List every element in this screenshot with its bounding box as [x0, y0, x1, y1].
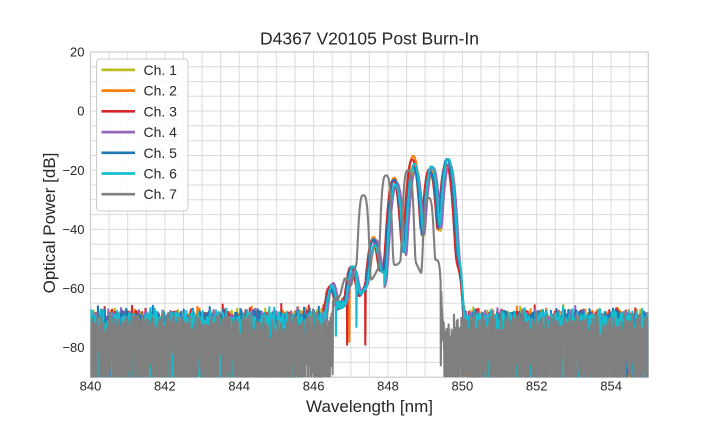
svg-text:854: 854 — [600, 379, 622, 394]
svg-text:−40: −40 — [62, 222, 84, 237]
svg-text:844: 844 — [228, 379, 250, 394]
svg-text:Ch. 7: Ch. 7 — [144, 186, 178, 202]
svg-text:20: 20 — [70, 45, 84, 60]
svg-text:−60: −60 — [62, 281, 84, 296]
svg-text:850: 850 — [452, 379, 474, 394]
svg-text:Ch. 6: Ch. 6 — [144, 166, 178, 182]
svg-text:Ch. 1: Ch. 1 — [144, 62, 178, 78]
svg-text:D4367 V20105 Post Burn-In: D4367 V20105 Post Burn-In — [260, 29, 479, 49]
svg-text:Ch. 5: Ch. 5 — [144, 145, 178, 161]
svg-text:0: 0 — [77, 104, 84, 119]
svg-text:−20: −20 — [62, 163, 84, 178]
svg-text:846: 846 — [303, 379, 325, 394]
svg-text:Wavelength [nm]: Wavelength [nm] — [306, 397, 433, 416]
svg-text:−80: −80 — [62, 340, 84, 355]
svg-text:Ch. 2: Ch. 2 — [144, 83, 178, 99]
svg-text:Optical Power [dB]: Optical Power [dB] — [40, 153, 59, 294]
svg-text:842: 842 — [154, 379, 176, 394]
svg-text:848: 848 — [377, 379, 399, 394]
svg-text:Ch. 4: Ch. 4 — [144, 124, 178, 140]
svg-text:840: 840 — [80, 379, 102, 394]
svg-text:852: 852 — [526, 379, 548, 394]
svg-text:Ch. 3: Ch. 3 — [144, 103, 178, 119]
